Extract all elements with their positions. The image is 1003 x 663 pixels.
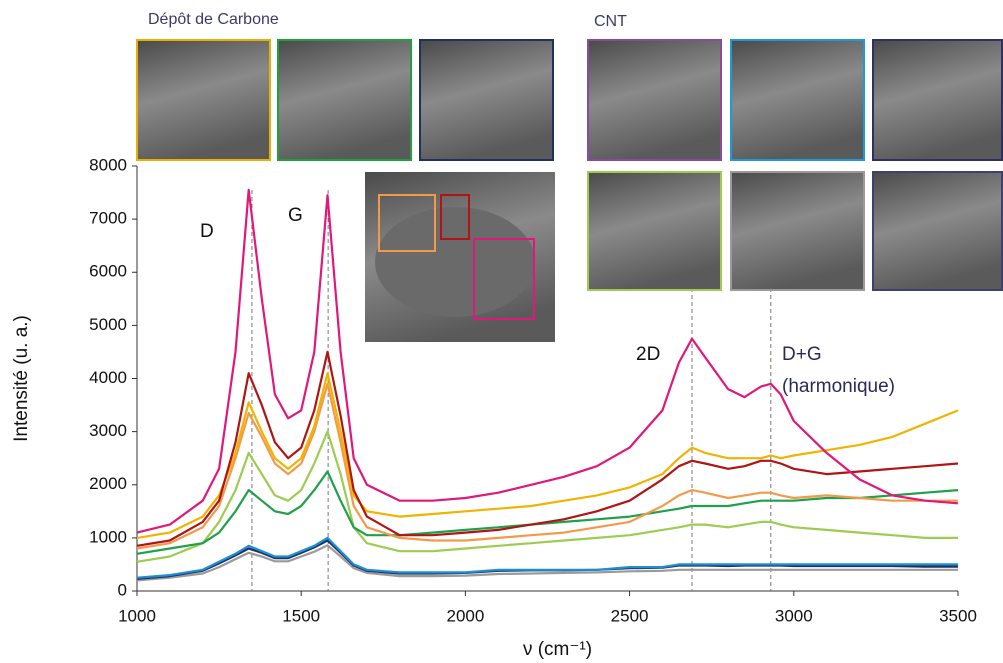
sem-image — [136, 39, 271, 161]
sem-image — [730, 39, 865, 161]
highlight-box — [473, 238, 535, 320]
sem-image — [872, 39, 1003, 161]
y-tick-label: 1000 — [89, 527, 127, 546]
sem-images: Dépôt de Carbone CNT — [136, 11, 1003, 342]
annotation: D+G — [782, 344, 822, 365]
sem-image — [419, 39, 554, 161]
sem-image — [587, 171, 722, 291]
y-tick-label: 8000 — [89, 155, 127, 174]
sem-image — [587, 39, 722, 161]
y-tick-label: 2000 — [89, 474, 127, 493]
highlight-box — [440, 194, 470, 240]
x-tick-label: 3500 — [939, 606, 977, 625]
series-line — [136, 536, 958, 579]
series-line — [136, 188, 959, 534]
group-label: CNT — [594, 13, 627, 30]
y-axis-label: Intensité (u. a.) — [11, 315, 32, 442]
series-line — [136, 470, 959, 555]
y-tick-label: 5000 — [89, 315, 127, 334]
y-tick-label: 0 — [118, 580, 127, 599]
series-line — [136, 350, 959, 547]
x-tick-label: 2000 — [446, 606, 484, 625]
sem-image — [730, 171, 865, 291]
group-label: Dépôt de Carbone — [148, 11, 279, 28]
x-tick-label: 1000 — [118, 606, 156, 625]
annotation: D — [200, 221, 214, 242]
y-tick-label: 3000 — [89, 421, 127, 440]
series-line — [136, 382, 958, 550]
series-line — [136, 372, 959, 539]
annotation: G — [288, 205, 303, 226]
y-tick-label: 6000 — [89, 262, 127, 281]
x-tick-label: 3000 — [775, 606, 813, 625]
x-tick-label: 1500 — [282, 606, 320, 625]
series-line — [136, 430, 958, 563]
annotation: (harmonique) — [782, 376, 895, 397]
x-axis-label: ν (cm⁻¹) — [523, 639, 592, 660]
series-line — [136, 544, 958, 582]
sem-image — [277, 39, 412, 161]
y-tick-label: 7000 — [89, 209, 127, 228]
y-tick-label: 4000 — [89, 368, 127, 387]
sem-image — [872, 171, 1003, 291]
sem-feature — [375, 207, 535, 317]
x-tick-label: 2500 — [611, 606, 649, 625]
annotation: 2D — [636, 344, 660, 365]
highlight-box — [378, 194, 436, 252]
